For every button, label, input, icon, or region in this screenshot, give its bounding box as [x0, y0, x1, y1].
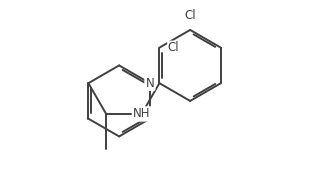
Text: N: N — [145, 77, 154, 90]
Text: Cl: Cl — [184, 9, 196, 22]
Text: NH: NH — [133, 107, 150, 120]
Text: Cl: Cl — [168, 41, 179, 54]
